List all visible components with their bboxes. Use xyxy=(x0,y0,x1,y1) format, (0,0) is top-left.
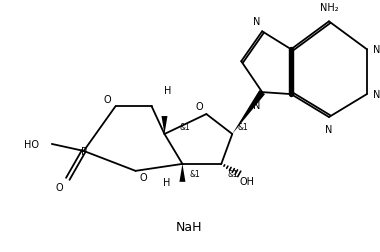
Text: HO: HO xyxy=(24,139,40,149)
Text: NaH: NaH xyxy=(176,220,203,233)
Text: N: N xyxy=(325,124,332,135)
Text: N: N xyxy=(252,17,260,27)
Text: &1: &1 xyxy=(179,123,190,132)
Text: N: N xyxy=(373,45,380,55)
Text: N: N xyxy=(373,90,380,100)
Polygon shape xyxy=(179,164,185,182)
Text: H: H xyxy=(163,177,170,187)
Text: &1: &1 xyxy=(228,170,239,179)
Text: O: O xyxy=(196,102,203,112)
Text: O: O xyxy=(140,172,147,182)
Text: NH₂: NH₂ xyxy=(320,3,338,13)
Polygon shape xyxy=(162,117,168,134)
Text: OH: OH xyxy=(240,176,255,186)
Text: P: P xyxy=(81,146,87,156)
Text: H: H xyxy=(164,86,171,96)
Polygon shape xyxy=(232,91,265,134)
Text: O: O xyxy=(56,182,63,192)
Text: O: O xyxy=(104,95,111,105)
Text: N: N xyxy=(252,101,260,111)
Text: &1: &1 xyxy=(189,170,200,179)
Text: &1: &1 xyxy=(238,123,249,132)
